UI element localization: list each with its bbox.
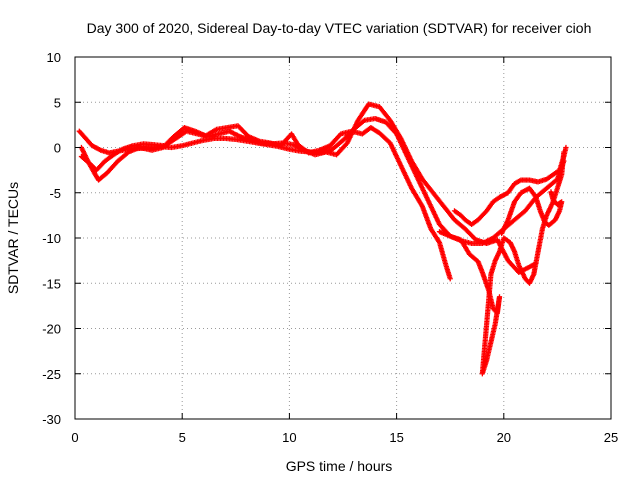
x-axis-label: GPS time / hours: [286, 458, 393, 474]
y-tick-label: -15: [42, 276, 61, 291]
y-tick-label: 0: [54, 141, 61, 156]
y-tick-label: 5: [54, 95, 61, 110]
x-tick-label: 15: [389, 430, 403, 445]
y-tick-label: -25: [42, 367, 61, 382]
x-tick-label: 10: [282, 430, 296, 445]
y-tick-label: -30: [42, 412, 61, 427]
x-tick-label: 20: [497, 430, 511, 445]
data-point: [447, 276, 453, 282]
y-tick-label: -5: [49, 186, 61, 201]
y-tick-label: 10: [47, 50, 61, 65]
data-point: [548, 189, 554, 195]
x-tick-label: 5: [179, 430, 186, 445]
y-tick-label: -20: [42, 322, 61, 337]
axis-ticks: 0 5 10 15 20 25 10 5 0 -5 -10 -15 -20 -25 -30: [42, 50, 618, 445]
y-tick-label: -10: [42, 231, 61, 246]
chart-title: Day 300 of 2020, Sidereal Day-to-day VTE…: [87, 20, 592, 36]
x-tick-label: 0: [71, 430, 78, 445]
series-track-3: [78, 123, 453, 282]
data-markers: [76, 101, 569, 377]
y-axis-label: SDTVAR / TECUs: [5, 182, 21, 294]
series-track-6: [499, 185, 565, 237]
x-tick-label: 25: [604, 430, 618, 445]
series-track-5: [451, 144, 569, 228]
data-point: [563, 144, 569, 151]
